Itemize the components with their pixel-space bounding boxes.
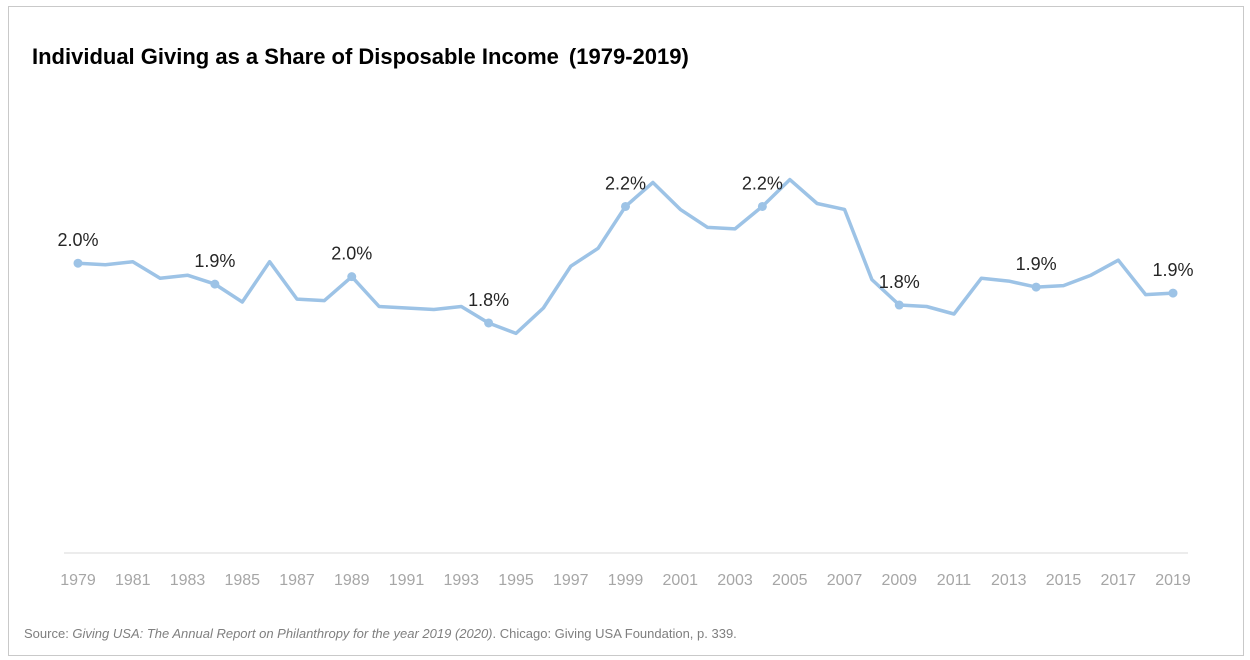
x-tick-label: 2005: [772, 572, 808, 589]
data-label: 2.2%: [742, 173, 783, 193]
x-tick-label: 2013: [991, 572, 1027, 589]
data-label: 1.8%: [468, 290, 509, 310]
x-tick-label: 1993: [443, 572, 479, 589]
data-label: 2.0%: [331, 244, 372, 264]
source-prefix: Source:: [24, 626, 73, 641]
source-publication: Giving USA: The Annual Report on Philant…: [72, 626, 493, 641]
data-point: [73, 258, 83, 268]
x-tick-label: 2015: [1046, 572, 1082, 589]
data-label: 2.2%: [605, 173, 646, 193]
data-point: [894, 300, 904, 310]
chart-title-text: Individual Giving as a Share of Disposab…: [32, 44, 559, 69]
x-tick-label: 2003: [717, 572, 753, 589]
x-tick-label: 1991: [389, 572, 425, 589]
data-label: 1.8%: [879, 272, 920, 292]
chart-title-years: (1979-2019): [568, 44, 689, 69]
x-tick-label: 2019: [1155, 572, 1191, 589]
x-tick-label: 1983: [170, 572, 206, 589]
data-label: 1.9%: [194, 251, 235, 271]
x-tick-label: 1981: [115, 572, 151, 589]
x-tick-label: 1989: [334, 572, 370, 589]
data-point: [347, 272, 357, 282]
x-tick-label: 1997: [553, 572, 589, 589]
data-point: [1168, 288, 1178, 298]
x-tick-label: 1999: [608, 572, 644, 589]
data-point: [621, 201, 630, 211]
data-label: 1.9%: [1016, 254, 1057, 274]
data-label: 1.9%: [1152, 260, 1193, 280]
data-labels: 2.0% 1.9% 2.0% 1.8% 2.2% 2.2% 1.8% 1.9% 1.9%: [57, 173, 1193, 310]
data-point: [1031, 282, 1041, 292]
chart-title: Individual Giving as a Share of Disposab…: [32, 44, 689, 70]
source-suffix: . Chicago: Giving USA Foundation, p. 339…: [492, 626, 737, 641]
x-tick-label: 2001: [662, 572, 698, 589]
x-tick-label: 2017: [1100, 572, 1136, 589]
data-point: [757, 201, 767, 211]
data-points: [73, 201, 1178, 328]
x-axis-ticks: 1979 1981 1983 1985 1987 1989 1991 1993 1995 1997…: [60, 572, 1191, 589]
x-tick-label: 2009: [881, 572, 917, 589]
data-point: [484, 318, 494, 328]
x-tick-label: 1985: [224, 572, 260, 589]
x-tick-label: 2011: [937, 572, 972, 589]
data-label: 2.0%: [57, 230, 98, 250]
x-tick-label: 1995: [498, 572, 534, 589]
x-tick-label: 2007: [827, 572, 863, 589]
x-tick-label: 1987: [279, 572, 315, 589]
source-note: Source: Giving USA: The Annual Report on…: [24, 626, 737, 641]
x-tick-label: 1979: [60, 572, 96, 589]
chart-frame: [8, 6, 1244, 656]
data-point: [210, 279, 220, 289]
